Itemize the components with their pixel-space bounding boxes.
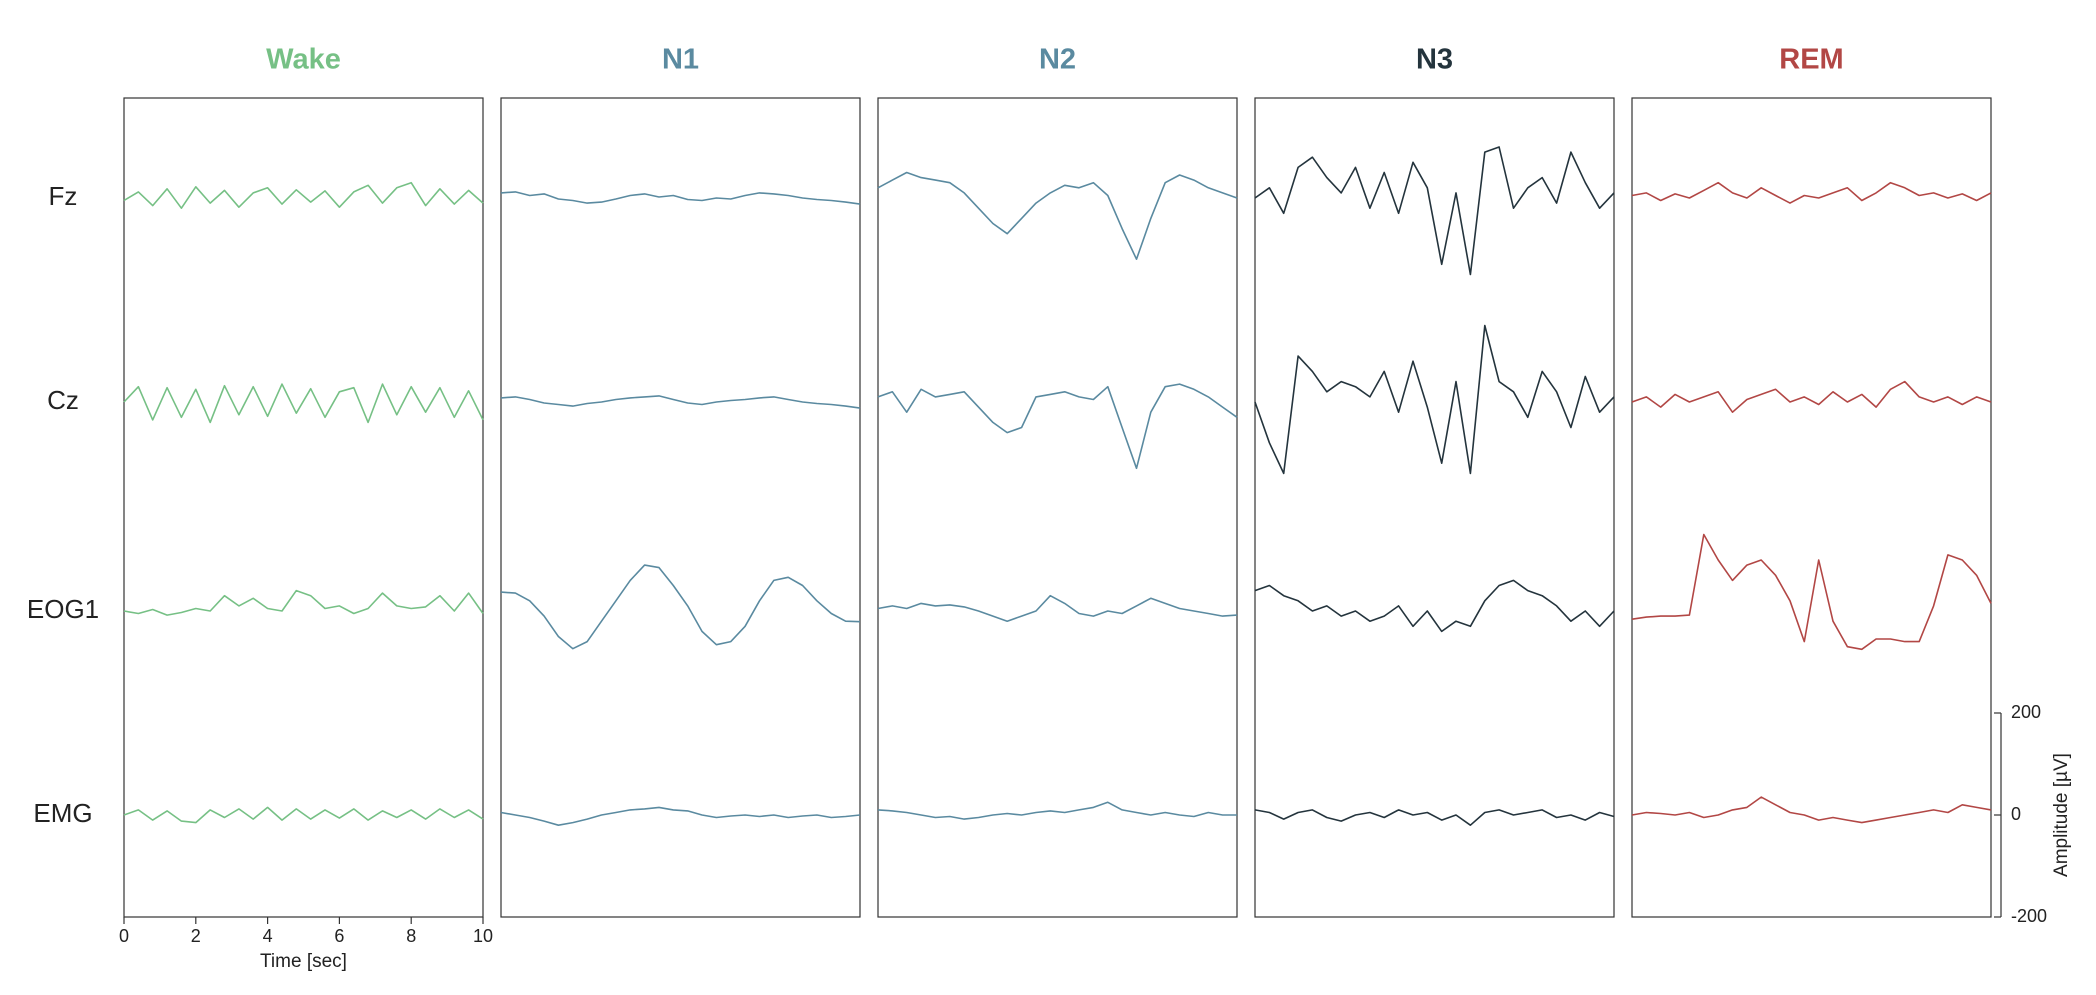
panel-title: Wake <box>266 44 341 76</box>
eeg-trace <box>877 171 1238 260</box>
x-tick-label: 6 <box>334 926 344 946</box>
panel-title: N1 <box>662 44 699 76</box>
eeg-trace <box>1254 146 1615 276</box>
x-tick-label: 2 <box>191 926 201 946</box>
panel-title: REM <box>1779 44 1843 76</box>
panel-frame <box>877 97 1238 918</box>
panel-title: N2 <box>1039 44 1076 76</box>
eeg-trace <box>123 181 484 209</box>
channel-label: EMG <box>33 798 92 828</box>
panel-frame <box>500 97 861 918</box>
eeg-trace <box>500 564 861 650</box>
eeg-trace <box>123 589 484 616</box>
eeg-trace <box>1631 533 1992 651</box>
eeg-trace <box>500 806 861 826</box>
eeg-trace <box>1254 809 1615 826</box>
eeg-trace <box>500 395 861 409</box>
panel-title: N3 <box>1416 44 1453 76</box>
eeg-trace <box>1631 181 1992 204</box>
channel-label: Fz <box>49 181 78 211</box>
eeg-trace <box>1254 579 1615 633</box>
x-tick-label: 8 <box>406 926 416 946</box>
channel-label: Cz <box>47 385 79 415</box>
eeg-trace <box>123 383 484 424</box>
eeg-trace <box>1254 324 1615 475</box>
panel-frame <box>1254 97 1615 918</box>
x-tick-label: 10 <box>473 926 493 946</box>
x-axis-label: Time [sec] <box>260 951 347 972</box>
eeg-trace <box>877 383 1238 470</box>
eeg-trace <box>1631 380 1992 413</box>
y-tick-label: 200 <box>2011 702 2041 722</box>
y-tick-label: 0 <box>2011 804 2021 824</box>
y-tick-label: -200 <box>2011 906 2047 926</box>
panel-frame <box>1631 97 1992 918</box>
x-tick-label: 4 <box>263 926 273 946</box>
x-tick-label: 0 <box>119 926 129 946</box>
panel-frame <box>123 97 484 918</box>
y-axis-label: Amplitude [µV] <box>2051 753 2072 877</box>
eeg-trace <box>877 801 1237 820</box>
channel-label: EOG1 <box>27 594 99 624</box>
eeg-trace <box>500 191 861 205</box>
eeg-trace <box>1631 796 1992 824</box>
eeg-trace <box>877 594 1238 622</box>
eeg-trace <box>123 806 484 824</box>
